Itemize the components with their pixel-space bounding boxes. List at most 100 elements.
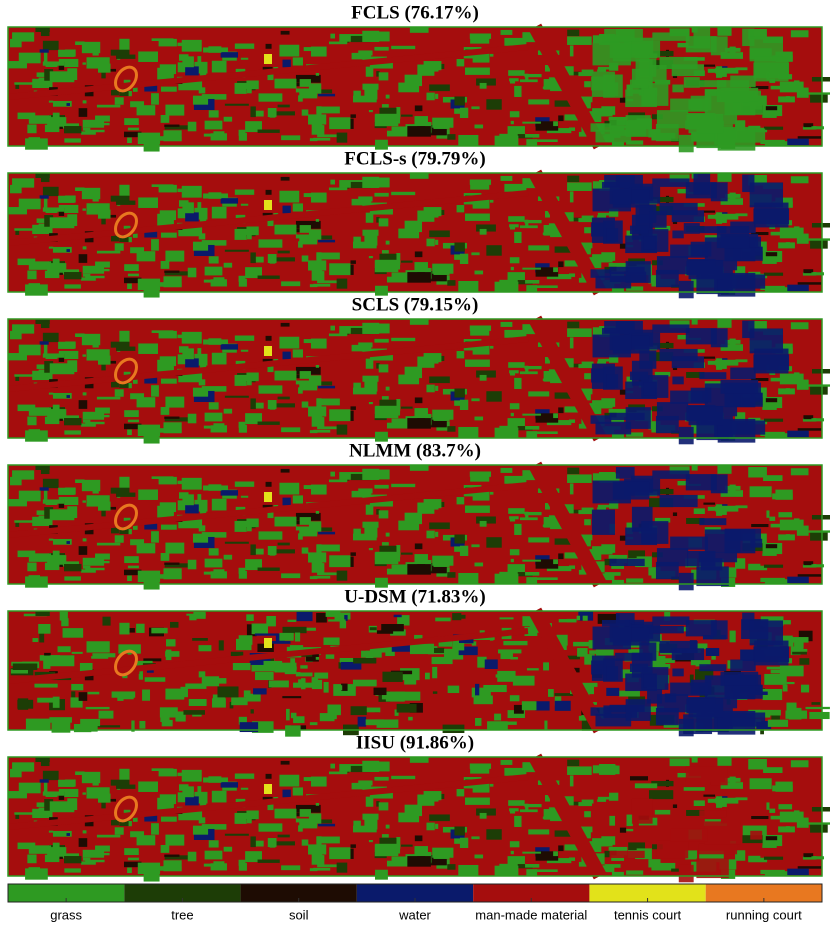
map-patch bbox=[163, 130, 182, 142]
map-patch bbox=[454, 534, 465, 544]
panel-title: FCLS (76.17%) bbox=[351, 2, 479, 23]
map-patch bbox=[52, 404, 60, 416]
map-patch bbox=[204, 120, 223, 130]
map-patch bbox=[28, 115, 52, 124]
map-patch bbox=[760, 285, 785, 291]
map-patch bbox=[82, 208, 86, 211]
map-patch bbox=[432, 555, 454, 566]
map-patch bbox=[293, 682, 318, 688]
map-patch bbox=[138, 489, 158, 500]
map-patch bbox=[45, 356, 58, 360]
map-patch bbox=[465, 359, 490, 367]
map-patch bbox=[391, 337, 416, 342]
map-patch bbox=[197, 56, 202, 66]
map-patch bbox=[796, 817, 809, 828]
map-blob bbox=[671, 648, 705, 661]
map-patch bbox=[584, 654, 595, 665]
map-patch bbox=[528, 99, 550, 105]
map-patch bbox=[82, 265, 105, 274]
map-blob bbox=[688, 114, 724, 134]
map-patch bbox=[119, 768, 130, 781]
map-patch bbox=[762, 834, 783, 847]
map-patch bbox=[123, 696, 134, 700]
map-patch bbox=[277, 834, 290, 838]
map-patch bbox=[159, 428, 182, 433]
map-patch bbox=[17, 550, 36, 558]
map-patch bbox=[352, 679, 377, 687]
map-patch bbox=[177, 792, 191, 803]
map-patch bbox=[525, 219, 529, 228]
map-patch bbox=[159, 282, 182, 287]
map-patch bbox=[272, 111, 295, 116]
map-patch bbox=[128, 382, 132, 389]
map-patch bbox=[295, 804, 321, 813]
panel-title: IISU (91.86%) bbox=[356, 732, 474, 753]
map-patch bbox=[763, 564, 784, 568]
map-patch bbox=[318, 239, 336, 243]
map-patch bbox=[188, 698, 207, 706]
map-patch bbox=[178, 517, 203, 529]
map-patch bbox=[376, 801, 380, 807]
map-patch bbox=[717, 465, 732, 474]
classification-map bbox=[7, 607, 830, 737]
map-patch bbox=[38, 623, 51, 634]
legend-swatch bbox=[705, 884, 822, 902]
map-patch bbox=[456, 643, 465, 651]
map-blob bbox=[609, 185, 632, 205]
map-patch bbox=[391, 191, 416, 196]
map-patch bbox=[489, 345, 494, 349]
map-patch bbox=[44, 361, 54, 373]
map-patch bbox=[785, 826, 790, 832]
map-patch bbox=[85, 275, 105, 279]
map-blob bbox=[690, 679, 712, 695]
map-patch bbox=[592, 546, 613, 555]
map-blob bbox=[690, 95, 712, 111]
map-patch bbox=[43, 657, 51, 669]
map-patch bbox=[25, 718, 51, 731]
map-patch bbox=[32, 638, 39, 643]
map-patch bbox=[458, 426, 479, 438]
map-patch bbox=[44, 799, 54, 811]
map-patch bbox=[785, 534, 790, 540]
map-patch bbox=[509, 372, 516, 376]
map-patch bbox=[48, 100, 54, 103]
map-patch bbox=[294, 632, 301, 642]
map-patch bbox=[471, 398, 480, 402]
map-patch bbox=[164, 855, 190, 860]
map-patch bbox=[611, 141, 624, 146]
map-patch bbox=[40, 321, 50, 329]
map-patch bbox=[257, 567, 280, 571]
map-patch bbox=[796, 87, 809, 98]
map-patch bbox=[353, 90, 361, 101]
map-border bbox=[7, 756, 823, 877]
map-patch bbox=[316, 398, 340, 406]
map-patch bbox=[769, 808, 776, 813]
map-blob bbox=[699, 664, 727, 672]
map-patch bbox=[494, 427, 519, 438]
map-patch bbox=[508, 800, 525, 806]
map-patch bbox=[672, 366, 678, 371]
map-patch bbox=[799, 658, 810, 665]
map-road bbox=[7, 774, 529, 830]
map-patch bbox=[328, 41, 348, 45]
map-patch bbox=[151, 627, 168, 634]
map-patch bbox=[509, 426, 533, 431]
map-patch bbox=[459, 399, 469, 410]
map-patch bbox=[476, 516, 496, 524]
map-patch bbox=[118, 644, 141, 654]
map-patch bbox=[609, 62, 619, 71]
map-patch bbox=[554, 700, 571, 711]
map-patch bbox=[282, 626, 307, 634]
map-patch bbox=[251, 721, 274, 733]
map-patch bbox=[128, 528, 132, 535]
map-patch bbox=[597, 361, 607, 364]
map-patch bbox=[597, 507, 607, 510]
map-patch bbox=[611, 871, 624, 876]
map-patch bbox=[34, 683, 58, 688]
map-patch bbox=[677, 188, 689, 194]
map-blob bbox=[629, 371, 649, 380]
map-patch bbox=[61, 618, 69, 627]
map-patch bbox=[771, 713, 780, 720]
map-patch bbox=[766, 666, 786, 670]
map-road bbox=[528, 315, 607, 442]
